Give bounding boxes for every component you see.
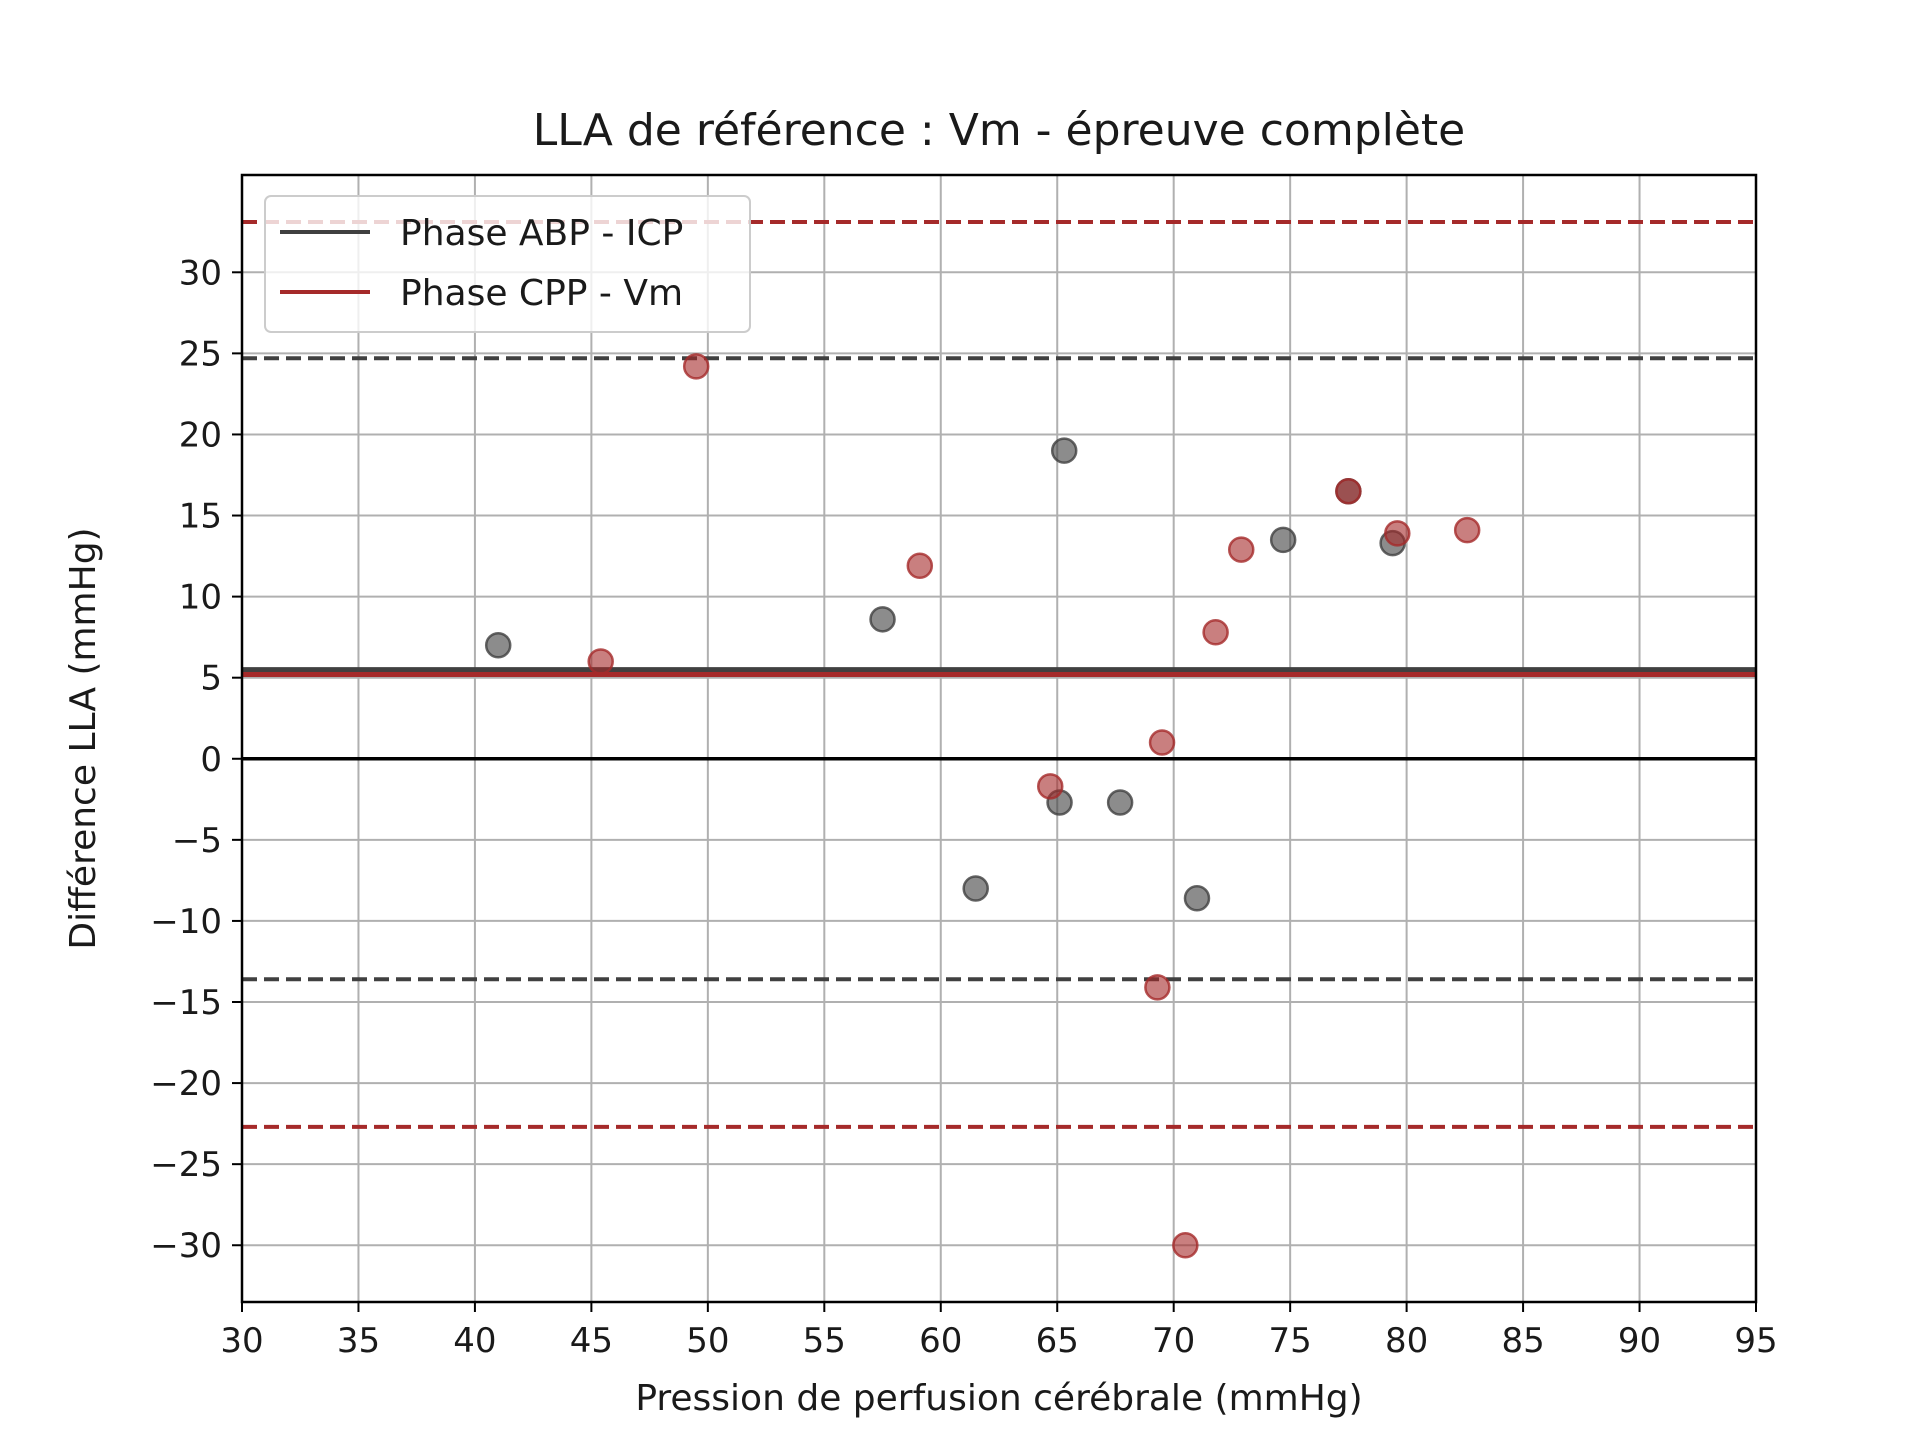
point-abp-icp [1106, 789, 1134, 816]
y-tick-label: −25 [150, 1145, 222, 1185]
grid [241, 175, 1757, 1302]
y-tick-label: 5 [200, 659, 222, 699]
legend-label-cpp-vm: Phase CPP - Vm [400, 273, 683, 314]
point-cpp-vm [1453, 516, 1481, 544]
point-cpp-vm [1036, 773, 1064, 800]
y-tick-label: 25 [179, 334, 222, 374]
point-cpp-vm [1335, 477, 1362, 505]
x-tick-label: 85 [1501, 1321, 1544, 1361]
point-cpp-vm [587, 648, 614, 675]
y-tick-label: −20 [150, 1064, 222, 1104]
y-tick-label: 10 [179, 578, 222, 618]
point-cpp-vm [1144, 974, 1171, 1001]
x-tick-label: 75 [1269, 1321, 1312, 1361]
legend: Phase ABP - ICP Phase CPP - Vm [264, 195, 751, 333]
x-tick-label: 40 [453, 1321, 496, 1361]
point-cpp-vm [682, 353, 710, 380]
x-tick-label: 80 [1385, 1321, 1428, 1361]
y-tick-label: −10 [150, 902, 222, 942]
point-cpp-vm [1148, 729, 1176, 756]
y-tick-label: −5 [172, 821, 222, 861]
point-cpp-vm [1384, 520, 1411, 547]
point-abp-icp [484, 632, 512, 659]
point-abp-icp [1269, 526, 1297, 554]
point-abp-icp [1183, 884, 1211, 912]
x-tick-label: 60 [919, 1321, 962, 1361]
point-abp-icp [869, 606, 896, 633]
x-tick-label: 70 [1152, 1321, 1195, 1361]
point-abp-icp [1050, 437, 1078, 464]
data-points [484, 353, 1481, 1259]
x-tick-label: 30 [220, 1321, 263, 1361]
point-cpp-vm [1227, 536, 1255, 563]
y-tick-label: 15 [179, 497, 222, 537]
legend-label-abp-icp: Phase ABP - ICP [400, 213, 683, 254]
x-tick-label: 95 [1734, 1321, 1777, 1361]
x-tick-label: 65 [1036, 1321, 1079, 1361]
axis-ticks: 30 35 40 45 50 55 60 65 70 75 80 85 90 95−30−25−20−15… [150, 253, 1777, 1361]
y-tick-label: −30 [150, 1226, 222, 1266]
reference-lines [242, 220, 1756, 1129]
x-tick-label: 35 [337, 1321, 380, 1361]
y-tick-label: 30 [179, 253, 222, 293]
chart-title: LLA de référence : Vm - épreuve complète [533, 105, 1466, 156]
y-axis-label: Différence LLA (mmHg) [63, 527, 104, 949]
point-cpp-vm [1202, 619, 1229, 646]
legend-box [264, 195, 751, 333]
x-tick-label: 50 [686, 1321, 729, 1361]
point-abp-icp [962, 875, 989, 902]
x-tick-label: 90 [1618, 1321, 1661, 1361]
x-axis-label: Pression de perfusion cérébrale (mmHg) [635, 1378, 1362, 1419]
point-cpp-vm [1172, 1231, 1199, 1259]
x-tick-label: 45 [570, 1321, 613, 1361]
point-cpp-vm [906, 552, 934, 580]
x-tick-label: 55 [803, 1321, 846, 1361]
y-tick-label: 0 [200, 740, 222, 780]
plot-frame [240, 173, 1758, 1304]
y-tick-label: −15 [150, 983, 222, 1023]
y-tick-label: 20 [179, 415, 222, 455]
